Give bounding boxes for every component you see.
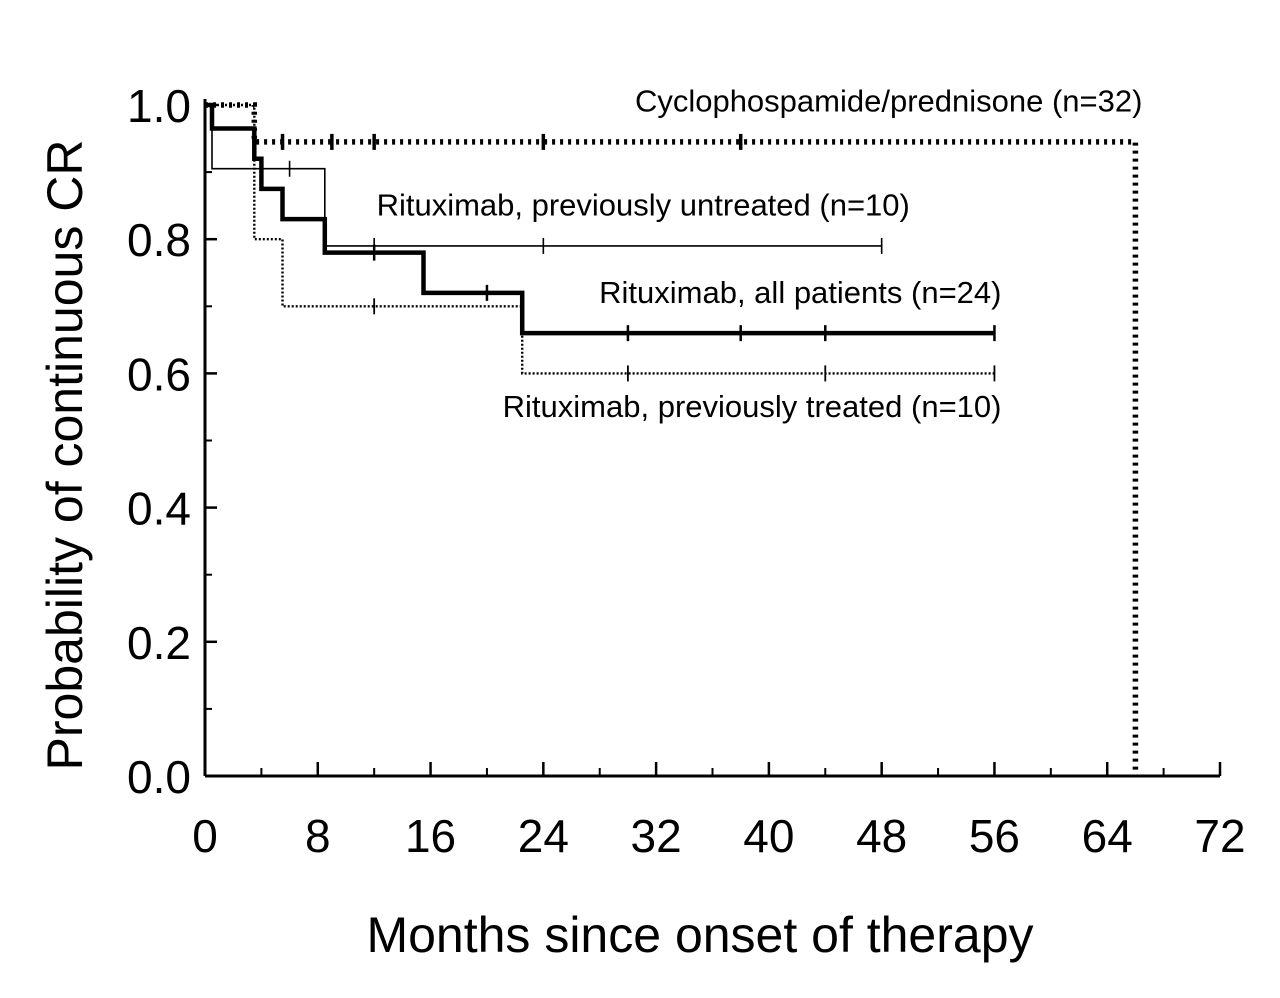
y-tick-label: 0.2 (127, 617, 191, 669)
series-4 (205, 103, 996, 382)
x-tick-label: 24 (518, 810, 569, 862)
series-line (205, 103, 995, 375)
y-axis-title: Probability of continuous CR (37, 140, 93, 771)
x-tick-label: 32 (631, 810, 682, 862)
series-label: Cyclophospamide/prednisone (n=32) (635, 84, 1143, 119)
series-label: Rituximab, all patients (n=24) (599, 275, 1001, 310)
series-layer (205, 102, 1139, 776)
x-tick-label: 40 (743, 810, 794, 862)
x-tick-label: 16 (405, 810, 456, 862)
x-tick-label: 72 (1194, 810, 1245, 862)
series-line (205, 102, 995, 336)
x-tick-label: 0 (192, 810, 218, 862)
y-tick-label: 0.6 (127, 348, 191, 400)
x-tick-label: 64 (1082, 810, 1133, 862)
y-tick-label: 1.0 (127, 80, 191, 132)
y-tick-label: 0.4 (127, 483, 191, 535)
x-tick-label: 56 (969, 810, 1020, 862)
series-3 (205, 102, 996, 342)
x-tick-label: 8 (305, 810, 331, 862)
axes: 0 8 16 24 32 40 48 56 64 72 0.0 0.2 0.4 0.6 0.8 1.0 (127, 80, 1246, 862)
x-axis-title: Months since onset of therapy (366, 907, 1033, 963)
y-tick-label: 0.8 (127, 214, 191, 266)
x-tick-label: 48 (856, 810, 907, 862)
series-label: Rituximab, previously untreated (n=10) (377, 188, 910, 223)
labels-layer: Cyclophospamide/prednisone (n=32) Rituxim… (377, 84, 1143, 424)
y-tick-label: 0.0 (127, 751, 191, 803)
series-label: Rituximab, previously treated (n=10) (503, 389, 1002, 424)
